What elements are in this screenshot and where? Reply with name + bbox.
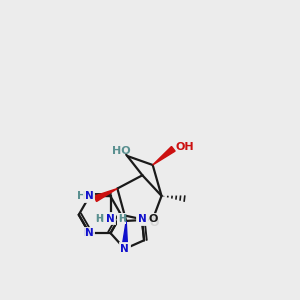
Polygon shape <box>122 221 128 249</box>
Text: O: O <box>149 218 159 228</box>
Text: N: N <box>85 191 94 201</box>
Text: HO: HO <box>76 191 95 202</box>
Polygon shape <box>94 188 117 202</box>
Polygon shape <box>153 146 175 165</box>
Text: N: N <box>120 244 129 254</box>
Text: HO: HO <box>112 146 130 156</box>
Text: H: H <box>118 214 126 223</box>
Text: H: H <box>95 214 103 223</box>
Text: O: O <box>148 214 158 224</box>
Text: OH: OH <box>175 142 194 152</box>
Text: N: N <box>106 214 115 224</box>
Text: N: N <box>137 214 146 224</box>
Text: H: H <box>95 214 104 224</box>
Text: N: N <box>83 228 92 238</box>
Text: N: N <box>85 191 94 201</box>
Text: N: N <box>137 214 146 224</box>
Text: N: N <box>120 244 129 254</box>
Text: N: N <box>106 214 115 224</box>
Text: N: N <box>85 228 94 238</box>
Text: H: H <box>118 214 126 224</box>
